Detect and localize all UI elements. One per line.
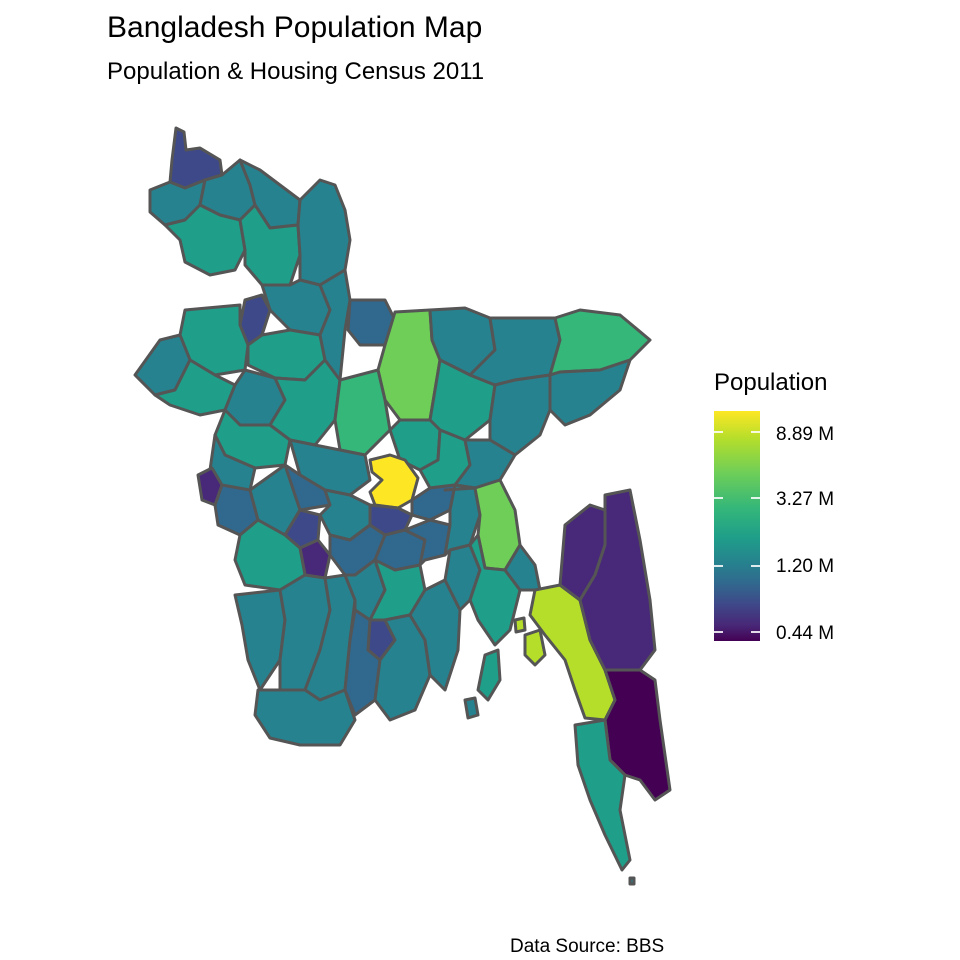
district-sandwip-island bbox=[523, 628, 547, 667]
district-sirajganj bbox=[268, 358, 342, 447]
district-kurigram bbox=[296, 178, 352, 287]
legend-label-high: 3.27 M bbox=[776, 489, 835, 510]
district-sylhet bbox=[548, 308, 652, 377]
district-feni bbox=[503, 543, 542, 592]
legend-colorbar bbox=[714, 411, 760, 641]
island-small-3 bbox=[513, 616, 527, 634]
district-moulvibazar bbox=[548, 358, 632, 427]
district-satkhira bbox=[233, 588, 287, 692]
district-tangail bbox=[333, 368, 392, 457]
island-small-1 bbox=[463, 696, 480, 720]
district-sundarbans-coast bbox=[253, 688, 357, 747]
district-shariatpur bbox=[403, 518, 452, 567]
district-habiganj bbox=[488, 373, 552, 457]
legend-label-min: 0.44 M bbox=[776, 623, 835, 644]
legend-label-mid: 1.20 M bbox=[776, 556, 835, 577]
legend-title: Population bbox=[714, 369, 828, 396]
district-hatiya-island bbox=[476, 648, 502, 702]
map-title: Bangladesh Population Map bbox=[107, 11, 483, 44]
map-subtitle: Population & Housing Census 2011 bbox=[107, 58, 485, 85]
legend-label-max: 8.89 M bbox=[776, 424, 835, 445]
district-coxs-bazar bbox=[573, 718, 632, 872]
district-rangpur bbox=[238, 203, 302, 287]
data-source-caption: Data Source: BBS bbox=[510, 936, 665, 957]
district-noakhali bbox=[468, 533, 522, 647]
island-small-2 bbox=[628, 876, 636, 886]
